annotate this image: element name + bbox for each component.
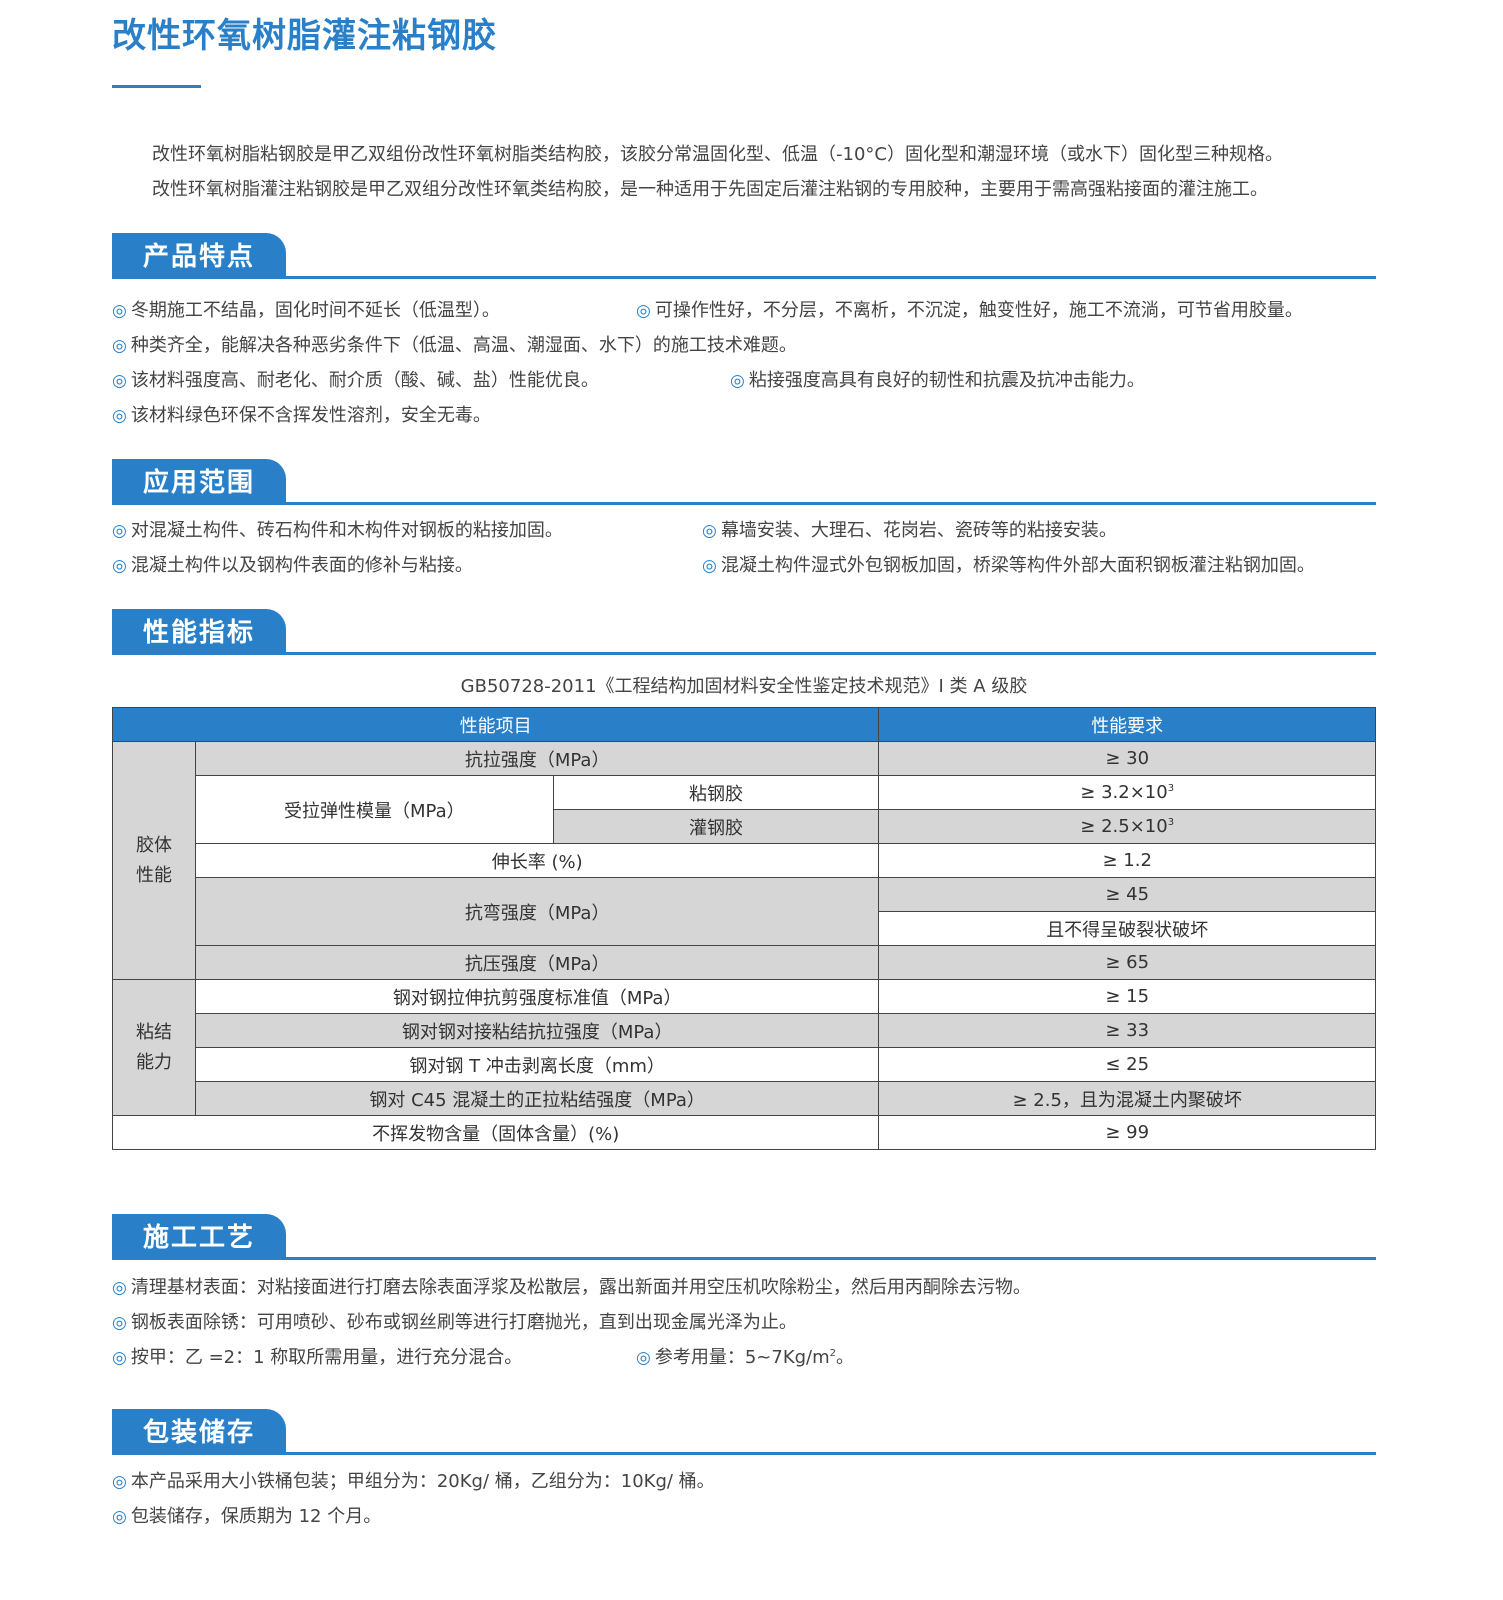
double-circle-icon: ◎ — [702, 521, 717, 541]
section-title: 性能指标 — [112, 609, 286, 653]
list-item: ◎ 本产品采用大小铁桶包装；甲组分为：20Kg/ 桶，乙组分为：10Kg/ 桶。 — [112, 1471, 715, 1492]
table-row: 钢对钢对接粘结抗拉强度（MPa） ≥ 33 — [113, 1013, 1376, 1048]
table-row: 抗弯强度（MPa） ≥ 45 — [113, 877, 1376, 946]
divider — [112, 1257, 1376, 1260]
list-item: ◎ 粘接强度高具有良好的韧性和抗震及抗冲击能力。 — [730, 370, 1145, 391]
cell: 钢对钢对接粘结抗拉强度（MPa） — [194, 1013, 880, 1048]
section-header-application: 应用范围 — [112, 459, 1376, 505]
list-item: ◎ 种类齐全，能解决各种恶劣条件下（低温、高温、潮湿面、水下）的施工技术难题。 — [112, 335, 797, 356]
section-title: 产品特点 — [112, 233, 286, 277]
cell: ≥ 45 — [878, 877, 1376, 912]
section-title: 包装储存 — [112, 1409, 286, 1453]
intro-paragraph: 改性环氧树脂粘钢胶是甲乙双组份改性环氧树脂类结构胶，该胶分常温固化型、低温（-1… — [152, 144, 1283, 165]
cell: ≥ 33 — [878, 1013, 1376, 1048]
group-bonding: 粘结 能力 — [112, 979, 196, 1116]
cell: ≥ 3.2×103 — [878, 775, 1376, 810]
double-circle-icon: ◎ — [112, 1472, 127, 1492]
performance-table: 性能项目 性能要求 胶体 性能 抗拉强度（MPa） ≥ 30 受拉弹性模量（MPa）粘… — [111, 707, 1376, 1150]
title-underline — [112, 85, 201, 88]
list-item: ◎ 该材料强度高、耐老化、耐介质（酸、碱、盐）性能优良。 — [112, 370, 599, 391]
cell: 钢对钢拉伸抗剪强度标准值（MPa） — [194, 979, 880, 1014]
double-circle-icon: ◎ — [112, 1348, 127, 1368]
double-circle-icon: ◎ — [112, 301, 127, 321]
table-row: 胶体 性能 抗拉强度（MPa） ≥ 30 — [112, 741, 1376, 980]
list-item: ◎ 参考用量：5~7Kg/m2。 — [636, 1347, 855, 1368]
double-circle-icon: ◎ — [112, 336, 127, 356]
double-circle-icon: ◎ — [112, 521, 127, 541]
section-header-storage: 包装储存 — [112, 1409, 1376, 1455]
divider — [112, 502, 1376, 505]
list-item: ◎ 清理基材表面：对粘接面进行打磨去除表面浮浆及松散层，露出新面并用空压机吹除粉尘… — [112, 1277, 1031, 1298]
cell: ≥ 30 — [878, 741, 1376, 776]
intro-paragraph: 改性环氧树脂灌注粘钢胶是甲乙双组分改性环氧类结构胶，是一种适用于先固定后灌注粘钢… — [152, 179, 1268, 200]
double-circle-icon: ◎ — [112, 1507, 127, 1527]
cell: ≤ 25 — [878, 1047, 1376, 1082]
cell: 抗拉强度（MPa） — [194, 741, 880, 776]
table-row: 抗压强度（MPa） ≥ 65 — [113, 945, 1376, 980]
cell: ≥ 15 — [878, 979, 1376, 1014]
standard-caption: GB50728-2011《工程结构加固材料安全性鉴定技术规范》I 类 A 级胶 — [460, 676, 1028, 697]
cell: ≥ 99 — [878, 1115, 1376, 1150]
cell: 抗压强度（MPa） — [194, 945, 880, 980]
cell: 且不得呈破裂状破坏 — [878, 911, 1376, 946]
section-header-features: 产品特点 — [112, 233, 1376, 279]
header-requirement: 性能要求 — [878, 707, 1376, 742]
page-title: 改性环氧树脂灌注粘钢胶 — [112, 16, 497, 56]
table-header: 性能项目 性能要求 — [111, 707, 1376, 742]
double-circle-icon: ◎ — [112, 1313, 127, 1333]
table-row: 受拉弹性模量（MPa） 粘钢胶 ≥ 3.2×103 — [113, 775, 1376, 844]
double-circle-icon: ◎ — [112, 556, 127, 576]
divider — [112, 1452, 1376, 1455]
section-header-performance: 性能指标 — [112, 609, 1376, 655]
list-item: ◎ 可操作性好，不分层，不离析，不沉淀，触变性好，施工不流淌，可节省用胶量。 — [636, 300, 1303, 321]
double-circle-icon: ◎ — [730, 371, 745, 391]
list-item: ◎ 混凝土构件以及钢构件表面的修补与粘接。 — [112, 555, 473, 576]
double-circle-icon: ◎ — [112, 406, 127, 426]
double-circle-icon: ◎ — [636, 301, 651, 321]
table-row: 粘结 能力 钢对钢拉伸抗剪强度标准值（MPa） ≥ 15 — [112, 979, 1376, 1116]
table-row: 灌钢胶 ≥ 2.5×103 — [113, 809, 1376, 844]
cell: 粘钢胶 — [552, 775, 880, 810]
list-item: ◎ 幕墙安装、大理石、花岗岩、瓷砖等的粘接安装。 — [702, 520, 1117, 541]
table-row: 钢对 C45 混凝土的正拉粘结强度（MPa） ≥ 2.5，且为混凝土内聚破坏 — [113, 1081, 1376, 1116]
cell: 钢对钢 T 冲击剥离长度（mm） — [194, 1047, 880, 1082]
list-item: ◎ 冬期施工不结晶，固化时间不延长（低温型）。 — [112, 300, 500, 321]
list-item: ◎ 对混凝土构件、砖石构件和木构件对钢板的粘接加固。 — [112, 520, 563, 541]
cell: 抗弯强度（MPa） — [194, 877, 880, 946]
double-circle-icon: ◎ — [702, 556, 717, 576]
cell: 不挥发物含量（固体含量）(%) — [111, 1115, 880, 1150]
table-row: 且不得呈破裂状破坏 — [113, 911, 1376, 946]
double-circle-icon: ◎ — [636, 1348, 651, 1368]
section-title: 应用范围 — [112, 459, 286, 503]
section-header-process: 施工工艺 — [112, 1214, 1376, 1260]
cell: 受拉弹性模量（MPa） — [194, 775, 554, 844]
divider — [112, 652, 1376, 655]
list-item: ◎ 包装储存，保质期为 12 个月。 — [112, 1506, 382, 1527]
list-item: ◎ 该材料绿色环保不含挥发性溶剂，安全无毒。 — [112, 405, 491, 426]
divider — [112, 276, 1376, 279]
cell: ≥ 65 — [878, 945, 1376, 980]
group-colloid: 胶体 性能 — [112, 741, 196, 980]
list-item: ◎ 钢板表面除锈：可用喷砂、砂布或钢丝刷等进行打磨抛光，直到出现金属光泽为止。 — [112, 1312, 797, 1333]
cell: ≥ 2.5×103 — [878, 809, 1376, 844]
cell: ≥ 2.5，且为混凝土内聚破坏 — [878, 1081, 1376, 1116]
cell: ≥ 1.2 — [878, 843, 1376, 878]
section-title: 施工工艺 — [112, 1214, 286, 1258]
cell: 伸长率 (%) — [194, 843, 880, 878]
table-row: 伸长率 (%) ≥ 1.2 — [113, 843, 1376, 878]
cell: 灌钢胶 — [552, 809, 880, 844]
table-row: 不挥发物含量（固体含量）(%) ≥ 99 — [111, 1115, 1376, 1150]
double-circle-icon: ◎ — [112, 371, 127, 391]
list-item: ◎ 按甲：乙 =2：1 称取所需用量，进行充分混合。 — [112, 1347, 523, 1368]
double-circle-icon: ◎ — [112, 1278, 127, 1298]
table-row: 钢对钢 T 冲击剥离长度（mm） ≤ 25 — [113, 1047, 1376, 1082]
cell: 钢对 C45 混凝土的正拉粘结强度（MPa） — [194, 1081, 880, 1116]
header-item: 性能项目 — [111, 707, 880, 742]
list-item: ◎ 混凝土构件湿式外包钢板加固，桥梁等构件外部大面积钢板灌注粘钢加固。 — [702, 555, 1315, 576]
